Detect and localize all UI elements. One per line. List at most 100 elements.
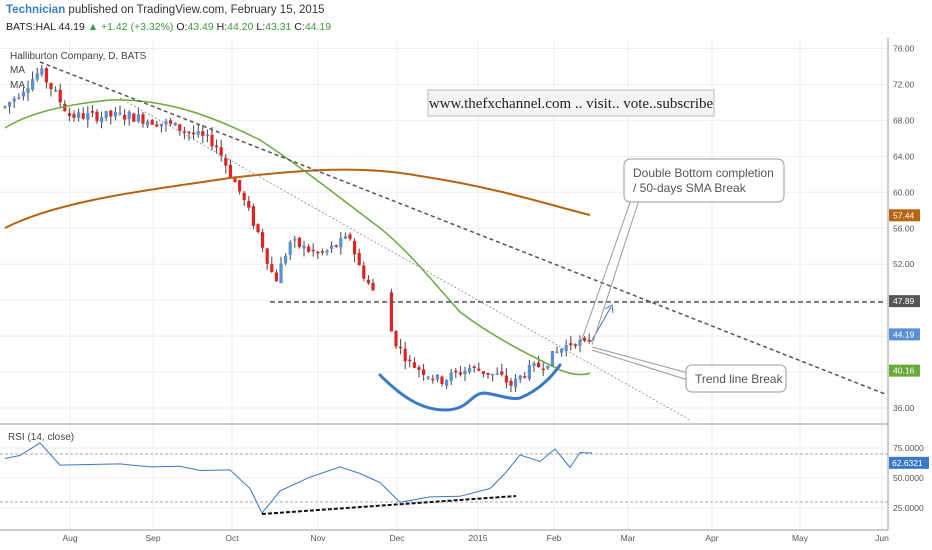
time-axis[interactable]: Aug Sep Oct Nov Dec 2015 Feb Mar Apr May Jun (62, 533, 889, 543)
quote-line: BATS:HAL 44.19 ▲ +1.42 (+3.32%) O:43.49 … (6, 21, 331, 33)
candle-bull (40, 68, 44, 75)
high-value: 44.20 (227, 21, 254, 33)
rsi-guides (0, 447, 888, 509)
price-badge (889, 209, 920, 222)
candle-bear (357, 252, 361, 266)
candle-bull (463, 370, 467, 375)
candle-bear (431, 378, 435, 381)
candle-bull (343, 236, 347, 239)
callout-1-pointer (579, 196, 633, 346)
candle-bull (35, 73, 39, 80)
callout-2-pointer (591, 346, 689, 374)
candle-bear (316, 251, 320, 254)
candle-bull (330, 245, 334, 249)
candle-bear (187, 131, 191, 134)
candle-bear (417, 367, 421, 370)
price-tick-label: 64.00 (893, 151, 915, 161)
time-tick-label: May (792, 533, 809, 543)
time-tick-label: Sep (145, 533, 160, 543)
candle-bull (514, 378, 518, 388)
close-label: C: (294, 21, 305, 33)
callout-2-pointer-2 (591, 349, 689, 381)
time-tick-label: Aug (62, 533, 77, 543)
candle-bear (274, 272, 278, 282)
candle-bear (150, 120, 154, 125)
callout-1-pointer-2 (591, 196, 641, 346)
price-change: ▲ +1.42 (+3.32%) (87, 21, 174, 33)
candle-bear (58, 89, 62, 103)
candle-bear (569, 343, 573, 346)
candle-bear (481, 371, 485, 374)
price-tick-label: 60.00 (893, 187, 915, 197)
rsi-title: RSI (14, close) (8, 432, 74, 443)
callout-1-box[interactable] (623, 158, 785, 203)
symbol-label[interactable]: BATS:HAL (6, 21, 56, 33)
candle-bear (123, 114, 127, 120)
callout-1-line-2: / 50-days SMA Break (633, 181, 747, 195)
candle-bull (104, 110, 108, 119)
candle-bear (486, 372, 490, 375)
candle-bear (394, 330, 398, 347)
candle-bull (435, 374, 439, 380)
candle-bear (587, 339, 591, 342)
inner-trend-line (119, 97, 691, 421)
callout-2-box[interactable] (685, 364, 787, 393)
candle-bear (215, 145, 219, 148)
candle-bull (136, 114, 140, 122)
double-bottom-pattern (378, 363, 562, 412)
candle-bear (362, 265, 366, 279)
candle-bear (67, 113, 71, 116)
time-tick-label: Mar (621, 533, 636, 543)
price-chart[interactable]: www.thefxchannel.com .. visit.. vote..su… (0, 36, 932, 550)
candle-bull (21, 91, 25, 97)
candle-bull (12, 98, 16, 102)
candle-bull (31, 79, 35, 90)
last-price: 44.19 (58, 21, 85, 33)
candle-bear (270, 264, 274, 273)
candle-bull (445, 379, 449, 386)
candle-bear (353, 240, 357, 255)
candle-bull (293, 239, 297, 241)
candle-bull (339, 238, 343, 248)
candle-bull (564, 345, 568, 352)
candle-bear (251, 206, 255, 226)
candle-bear (307, 246, 311, 252)
time-tick-label: Apr (705, 533, 718, 543)
candle-bull (555, 351, 559, 354)
candle-bull (578, 340, 582, 346)
price-badge-label: 57.44 (893, 210, 915, 220)
candle-bear (477, 368, 481, 371)
candle-bull (279, 263, 283, 284)
candle-bear (265, 248, 269, 264)
open-value: 43.49 (187, 21, 214, 33)
price-badge (889, 364, 920, 377)
time-tick-label: Dec (389, 533, 405, 543)
rsi-tick-label: 25.0000 (893, 503, 924, 513)
chart-title: Halliburton Company, D, BATS (10, 51, 147, 62)
low-value: 43.31 (265, 21, 292, 33)
price-badge-label: 40.16 (893, 366, 915, 376)
candle-bear (500, 371, 504, 375)
price-tick-label: 36.00 (893, 403, 915, 413)
candle-bear (132, 113, 136, 122)
candle-bear (320, 251, 324, 253)
price-badge-label: 47.89 (893, 296, 915, 306)
chart-background (0, 36, 932, 550)
candle-bear (541, 368, 545, 371)
candle-bear (509, 380, 513, 386)
ma-short-line (4, 99, 591, 376)
candle-bull (159, 123, 163, 127)
legend-ma-2: MA (10, 80, 25, 91)
candle-bear (389, 292, 393, 332)
time-tick-label: Feb (547, 533, 562, 543)
candle-bull (196, 131, 200, 135)
author-link[interactable]: Technician (6, 4, 66, 16)
rsi-divergence-line (261, 495, 517, 515)
candle-bull (77, 112, 81, 119)
price-tick-label: 72.00 (893, 79, 915, 89)
candle-bear (256, 224, 260, 233)
candle-bear (44, 68, 48, 83)
candle-bear (261, 232, 265, 248)
candle-bear (472, 366, 476, 369)
rsi-axis[interactable]: 75.0000 50.0000 25.0000 (893, 443, 924, 513)
